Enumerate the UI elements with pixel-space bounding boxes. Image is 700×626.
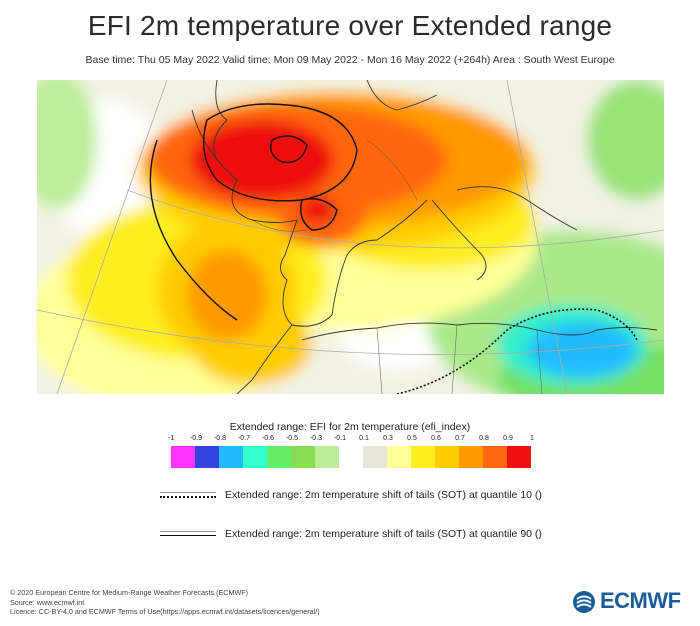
legend-swatch — [507, 446, 531, 468]
legend-swatch — [459, 446, 483, 468]
coastlines — [191, 80, 658, 394]
efi-map[interactable] — [37, 80, 664, 394]
legend-tick: 1 — [530, 435, 534, 442]
legend-ticks: -1 -0.9 -0.8 -0.7 -0.6 -0.5 -0.3 -0.1 0.… — [158, 435, 543, 447]
legend-swatch — [387, 446, 411, 468]
legend-tick: 0.1 — [359, 435, 369, 442]
sot-high-solid-sample — [160, 535, 216, 536]
legend-tick: 0.8 — [479, 435, 489, 442]
footer: © 2020 European Centre for Medium-Range … — [10, 588, 320, 617]
sot-90-contours — [149, 103, 358, 321]
sot-low-label: Extended range: 2m temperature shift of … — [225, 489, 542, 501]
legend-swatch — [363, 446, 387, 468]
legend-title: Extended range: EFI for 2m temperature (… — [229, 421, 471, 433]
sot-low-dotted-sample — [160, 496, 216, 498]
ecmwf-logo-icon — [573, 591, 595, 613]
legend-tick: 0.9 — [503, 435, 513, 442]
legend-tick: 0.6 — [431, 435, 441, 442]
map-canvas — [37, 80, 664, 394]
legend-tick: 0.5 — [407, 435, 417, 442]
legend-colorbar — [171, 446, 531, 468]
legend-swatch — [243, 446, 267, 468]
legend-swatch — [291, 446, 315, 468]
legend-tick: -0.7 — [237, 435, 251, 442]
legend-tick: -0.6 — [261, 435, 275, 442]
legend-tick: -0.8 — [213, 435, 227, 442]
legend-swatch — [435, 446, 459, 468]
legend-swatch — [411, 446, 435, 468]
legend-swatch — [171, 446, 195, 468]
sot-high-line-sample — [160, 531, 216, 532]
chart-title: EFI 2m temperature over Extended range — [87, 10, 613, 41]
legend-swatch — [267, 446, 291, 468]
legend-swatch — [339, 446, 363, 468]
sot-high-label: Extended range: 2m temperature shift of … — [225, 528, 542, 540]
chart-subtitle: Base time: Thu 05 May 2022 Valid time: M… — [85, 54, 615, 66]
ecmwf-logo-text: ECMWF — [600, 588, 681, 613]
sot-high-legend: Extended range: 2m temperature shift of … — [160, 527, 600, 545]
graticule — [37, 80, 664, 394]
legend-tick: -1 — [167, 435, 175, 442]
legend-swatch — [219, 446, 243, 468]
legend-tick: 0.3 — [383, 435, 393, 442]
legend-swatch — [195, 446, 219, 468]
legend-tick: 0.7 — [455, 435, 465, 442]
legend-tick: -0.5 — [285, 435, 299, 442]
legend-tick: -0.3 — [309, 435, 323, 442]
source-link[interactable]: Source: www.ecmwf.int — [10, 597, 85, 607]
copyright-text: © 2020 European Centre for Medium-Range … — [10, 588, 249, 597]
efi-field — [37, 80, 664, 394]
ecmwf-logo[interactable]: ECMWF — [572, 588, 692, 615]
legend-tick: -0.1 — [333, 435, 347, 442]
sot-10-contours — [396, 308, 638, 394]
licence-link[interactable]: Licence: CC-BY-4.0 and ECMWF Terms of Us… — [10, 607, 320, 617]
sot-low-line-sample — [160, 492, 216, 493]
country-borders — [251, 139, 543, 394]
sot-low-legend: Extended range: 2m temperature shift of … — [160, 488, 600, 506]
legend-swatch — [315, 446, 339, 468]
legend-swatch — [483, 446, 507, 468]
legend-tick: -0.9 — [189, 435, 203, 442]
